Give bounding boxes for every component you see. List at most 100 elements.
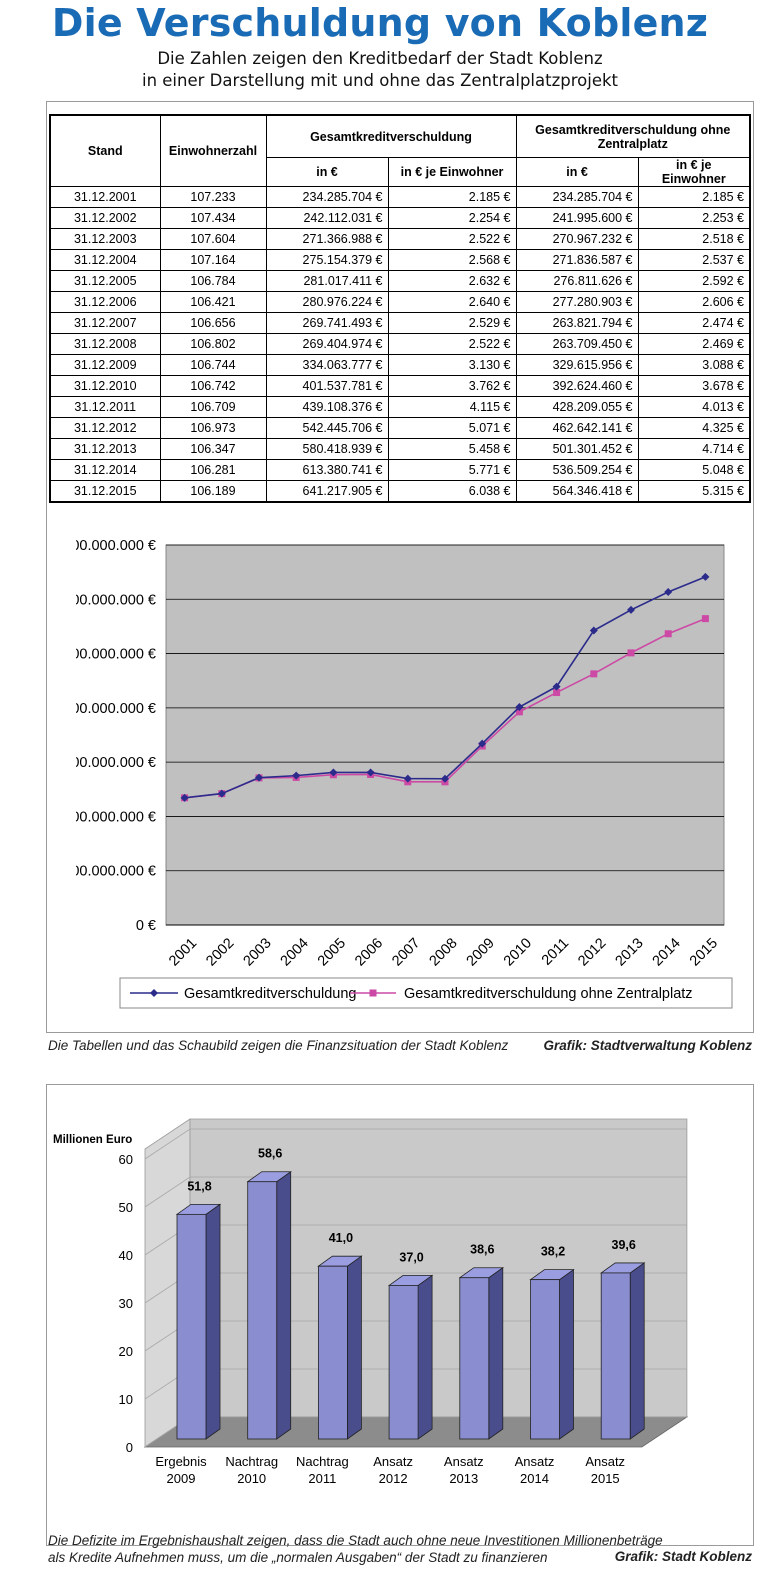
table-cell: 107.434 — [159, 207, 267, 229]
page-title: Die Verschuldung von Koblenz — [51, 1, 709, 45]
table-cell: 542.445.706 € — [265, 417, 389, 439]
caption-2-line-2: als Kredite Aufnehmen muss, um die „norm… — [48, 1550, 548, 1565]
bar-1 — [246, 1170, 292, 1440]
y-axis-label: Millionen Euro — [53, 1134, 132, 1146]
legend-marker-ohne-zentralplatz — [369, 989, 377, 997]
y-tick-label: 500.000.000 € — [76, 647, 156, 663]
value-label: 39,6 — [612, 1238, 636, 1252]
table-row: 31.12.2004 107.164 275.154.379 €2.568 €271… — [49, 249, 751, 271]
table-cell: 31.12.2002 — [49, 207, 161, 229]
bar-side — [346, 1255, 362, 1440]
bar-side — [559, 1268, 574, 1440]
y-tick-label: 60 — [119, 1152, 133, 1167]
y-tick-label: 40 — [119, 1248, 133, 1263]
data-point-gesamt — [180, 793, 189, 802]
subheader-in-eur-je: in € je Einwohner — [387, 157, 517, 187]
table-cell: 2.522 € — [387, 228, 517, 250]
table-cell: 3.762 € — [387, 375, 517, 397]
header-einwohner: Einwohnerzahl — [159, 114, 267, 187]
table-cell: 428.209.055 € — [515, 396, 639, 418]
table-cell: 2.518 € — [637, 228, 751, 250]
table-cell: 2.185 € — [637, 186, 751, 208]
table-cell: 5.458 € — [387, 438, 517, 460]
table-cell: 2.592 € — [637, 270, 751, 292]
table-cell: 31.12.2001 — [49, 186, 161, 208]
line-chart-plot-area — [165, 544, 725, 926]
table-cell: 613.380.741 € — [265, 459, 389, 481]
bar-front — [459, 1277, 490, 1440]
table-cell: 106.281 — [159, 459, 267, 481]
value-label: 38,6 — [470, 1243, 494, 1257]
header-gesamt-ohne-line2: Zentralplatz — [597, 136, 668, 151]
bar-side — [488, 1266, 504, 1440]
table-cell: 501.301.452 € — [515, 438, 639, 460]
bar-2 — [317, 1255, 363, 1440]
bar-front — [388, 1284, 419, 1440]
y-tick-label: 300.000.000 € — [76, 755, 156, 771]
subheader-in-eur: in € — [265, 157, 389, 187]
category-label: Nachtrag — [296, 1454, 349, 1469]
value-label: 38,2 — [541, 1245, 565, 1259]
category-label: Nachtrag — [225, 1454, 278, 1469]
bar-5 — [529, 1268, 575, 1440]
debt-table: Stand Einwohnerzahl Gesamtkreditverschul… — [49, 114, 752, 503]
table-cell: 107.233 — [159, 186, 267, 208]
category-label: 2014 — [520, 1471, 549, 1486]
header-gesamt-ohne: Gesamtkreditverschuldung ohne Zentralpla… — [515, 114, 751, 158]
table-cell: 439.108.376 € — [265, 396, 389, 418]
table-cell: 234.285.704 € — [515, 186, 639, 208]
y-tick-label: 400.000.000 € — [76, 701, 156, 717]
bar-front — [530, 1279, 560, 1440]
table-row: 31.12.2011 106.709 439.108.376 €4.115 €428… — [49, 396, 751, 418]
table-cell: 4.115 € — [387, 396, 517, 418]
table-row: 31.12.2012 106.973 542.445.706 €5.071 €462… — [49, 417, 751, 439]
category-label: 2015 — [591, 1471, 620, 1486]
table-cell: 281.017.411 € — [265, 270, 389, 292]
table-cell: 2.474 € — [637, 312, 751, 334]
table-row: 31.12.2006 106.421 280.976.224 €2.640 €277… — [49, 291, 751, 313]
table-cell: 106.421 — [159, 291, 267, 313]
data-point-ohne-zentralplatz — [701, 615, 709, 623]
y-tick-label: 10 — [119, 1392, 133, 1407]
table-cell: 31.12.2013 — [49, 438, 161, 460]
table-row: 31.12.2008 106.802 269.404.974 €2.522 €263… — [49, 333, 751, 355]
bar-front — [247, 1181, 278, 1440]
table-cell: 271.366.988 € — [265, 228, 389, 250]
legend-marker-gesamt — [150, 989, 158, 997]
category-label: 2013 — [449, 1471, 478, 1486]
table-row: 31.12.2005 106.784 281.017.411 €2.632 €276… — [49, 270, 751, 292]
bar-chart: 0 10 20 30 40 50 60 Millionen Euro 51,8 Ergebnis 2… — [53, 1118, 689, 1486]
table-cell: 2.606 € — [637, 291, 751, 313]
category-label: Ansatz — [585, 1454, 625, 1469]
caption-2-line-1: Die Defizite im Ergebnishaushalt zeigen,… — [48, 1533, 663, 1548]
bar-0 — [175, 1203, 222, 1440]
table-row: 31.12.2009 106.744 334.063.777 €3.130 €329… — [49, 354, 751, 376]
table-cell: 31.12.2008 — [49, 333, 161, 355]
table-cell: 3.678 € — [637, 375, 751, 397]
data-point-gesamt — [701, 572, 710, 581]
table-cell: 271.836.587 € — [515, 249, 639, 271]
data-point-gesamt — [441, 774, 449, 783]
data-point-gesamt — [217, 789, 226, 798]
y-tick-label: 200.000.000 € — [76, 809, 156, 825]
table-cell: 4.325 € — [637, 417, 751, 439]
table-cell: 462.642.141 € — [515, 417, 639, 439]
table-cell: 392.624.460 € — [515, 375, 639, 397]
category-label: 2011 — [308, 1471, 336, 1486]
data-point-ohne-zentralplatz — [664, 630, 672, 638]
y-tick-label: 700.000.000 € — [76, 538, 156, 554]
data-point-gesamt — [552, 682, 561, 691]
line-chart-legend: Gesamtkreditverschuldung Gesamtkreditvers… — [119, 977, 733, 1009]
data-point-gesamt — [255, 773, 263, 782]
table-row: 31.12.2015 106.189 641.217.905 €6.038 €564… — [49, 480, 751, 503]
table-cell: 106.973 — [159, 417, 267, 439]
table-cell: 2.253 € — [637, 207, 751, 229]
table-cell: 5.071 € — [387, 417, 517, 439]
table-row: 31.12.2002 107.434 242.112.031 €2.254 €241… — [49, 207, 751, 229]
table-cell: 106.784 — [159, 270, 267, 292]
header-gesamt-ohne-line1: Gesamtkreditverschuldung ohne — [535, 122, 731, 137]
table-cell: 106.802 — [159, 333, 267, 355]
bar-chart-panel: 0 10 20 30 40 50 60 Millionen Euro 51,8 Ergebnis 2… — [46, 1084, 754, 1546]
bar-side — [276, 1170, 292, 1440]
y-tick-label: 600.000.000 € — [76, 592, 156, 608]
